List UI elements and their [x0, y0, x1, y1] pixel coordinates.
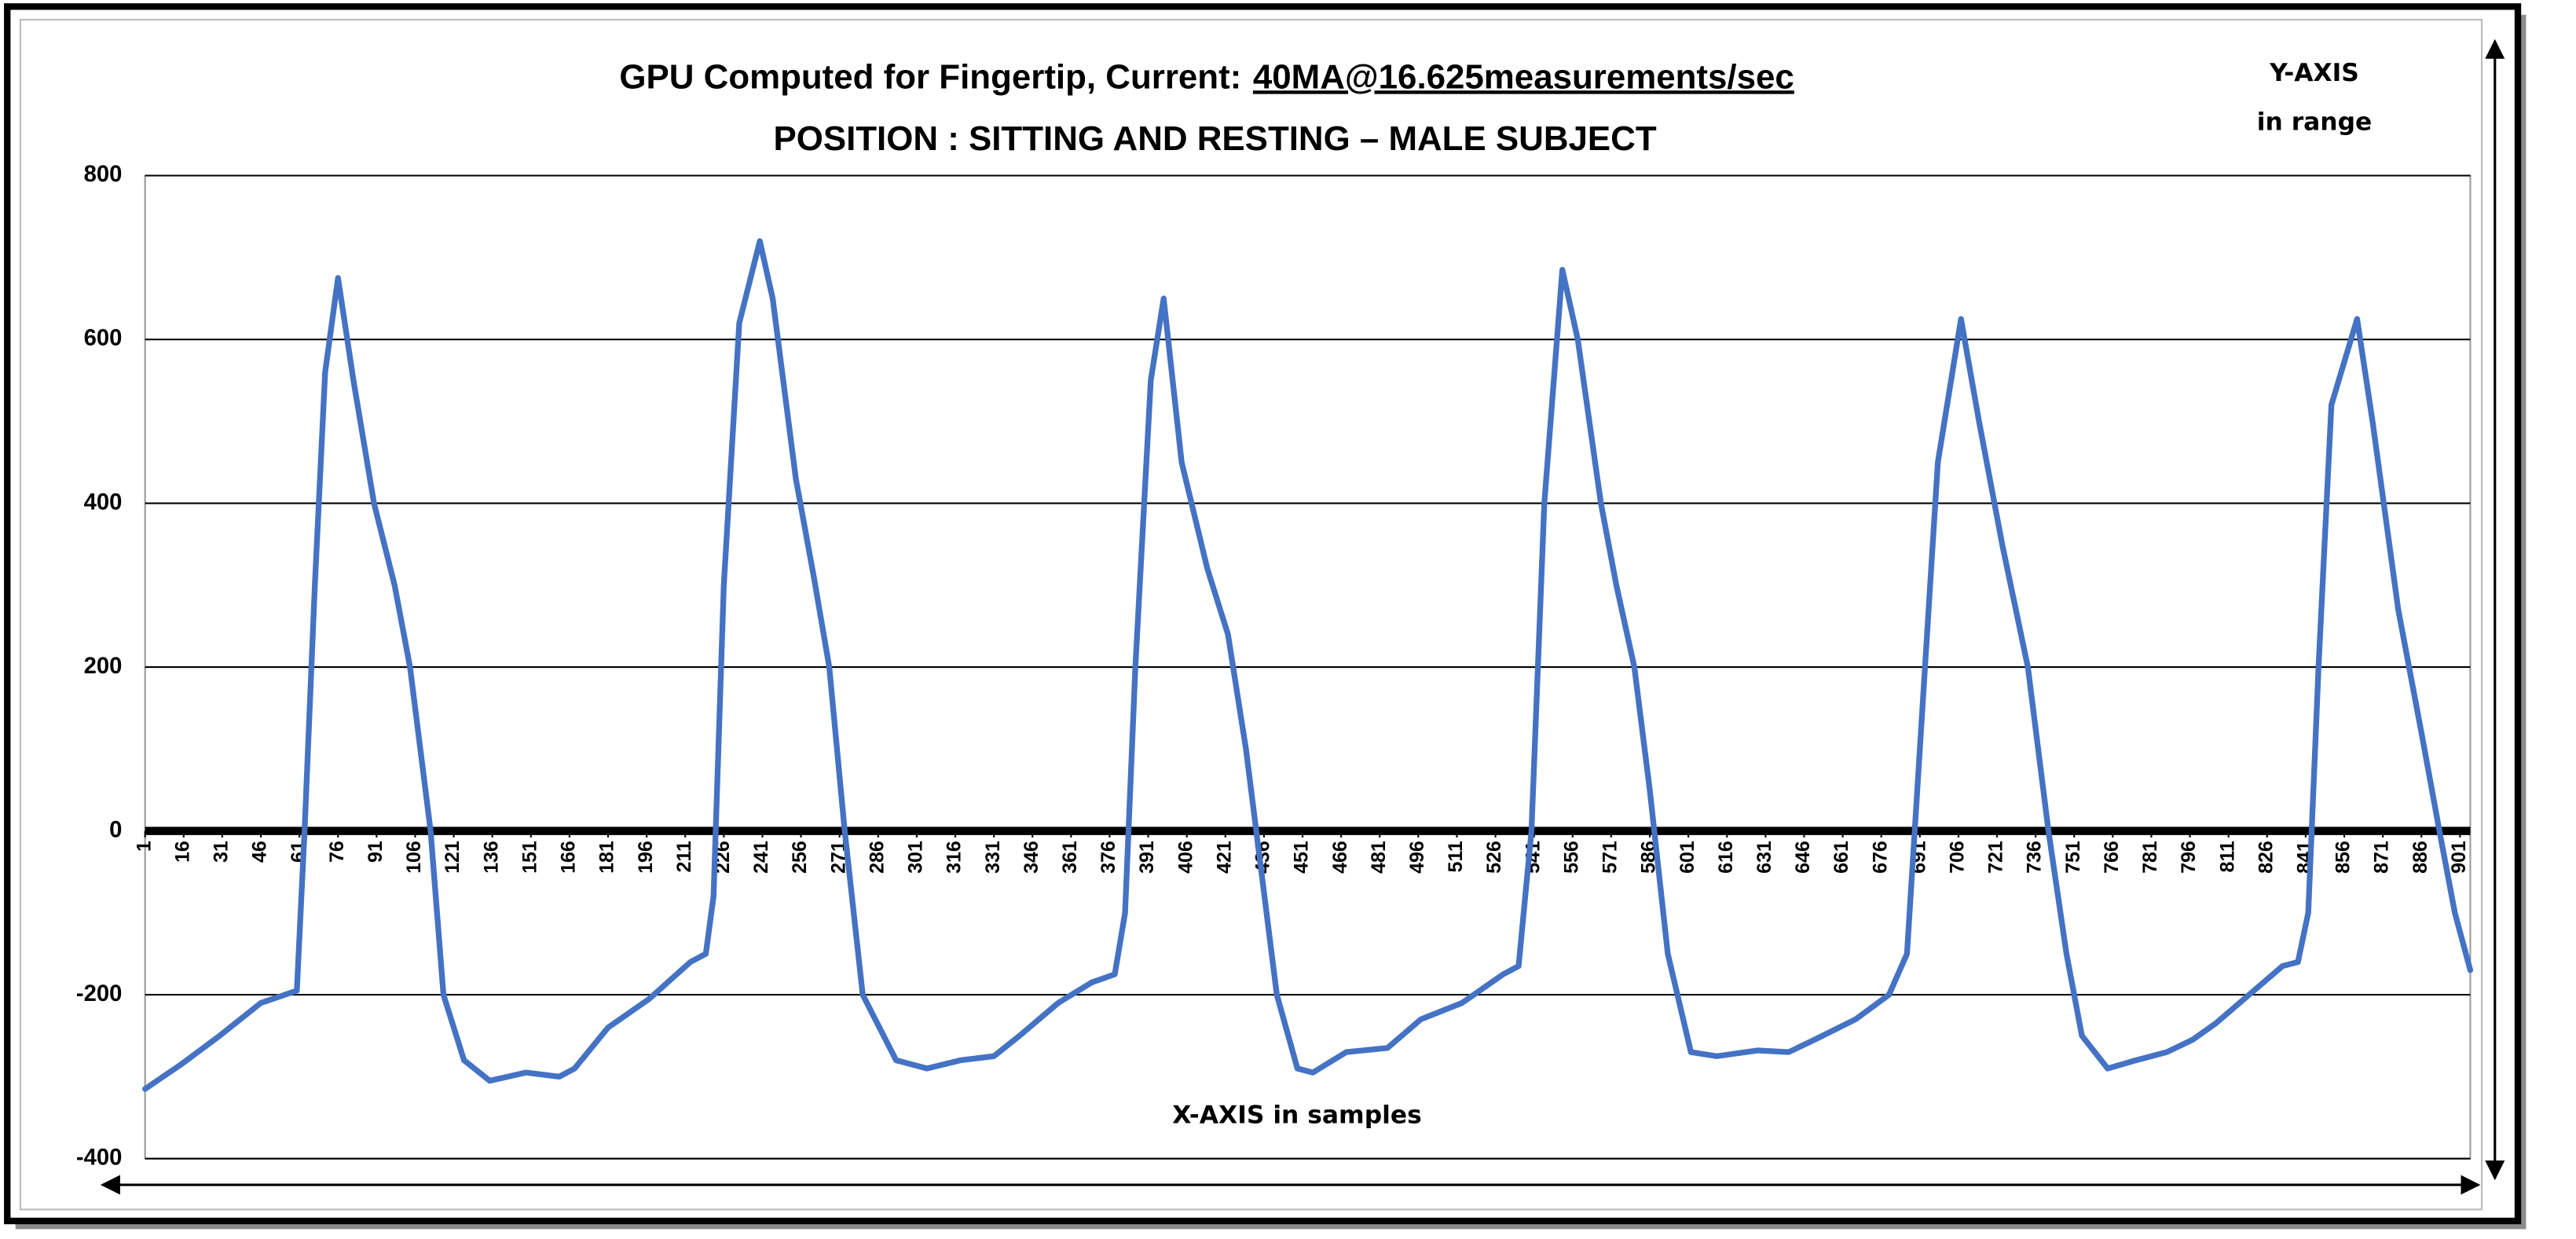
x-tick-label: 106: [403, 841, 425, 874]
x-tick-label: 511: [1445, 841, 1467, 872]
x-tick-label: 796: [2178, 841, 2200, 874]
y-axis-note: in range: [2257, 108, 2373, 137]
x-tick-label: 16: [171, 841, 193, 863]
x-tick-label: 331: [982, 841, 1004, 874]
x-axis-label: X-AXIS in samples: [1172, 1101, 1422, 1129]
y-tick-label: 400: [84, 489, 123, 515]
x-tick-label: 856: [2332, 841, 2354, 874]
data-line: [142, 238, 2474, 1092]
x-tick-label: 241: [750, 841, 772, 874]
x-tick-label: 466: [1329, 841, 1351, 874]
x-tick-label: 871: [2371, 841, 2393, 874]
x-tick-label: 556: [1560, 841, 1582, 874]
x-tick-label: 181: [596, 841, 618, 874]
y-tick-label: 0: [109, 817, 122, 842]
x-tick-label: 286: [866, 841, 888, 874]
x-tick-label: 646: [1792, 841, 1814, 874]
title-prefix: GPU Computed for Fingertip, Current:: [619, 57, 1241, 96]
x-tick-label: 661: [1830, 841, 1852, 874]
x-tick-label: 151: [518, 841, 540, 874]
y-tick-label: -200: [76, 981, 123, 1006]
x-tick-label: 496: [1406, 841, 1428, 874]
x-tick-label: 421: [1213, 841, 1235, 874]
x-tick-label: 571: [1599, 841, 1621, 874]
x-tick-label: 451: [1291, 841, 1313, 874]
x-tick-label: 601: [1676, 841, 1698, 874]
y-tick-label: 200: [84, 654, 123, 679]
x-tick-label: 781: [2139, 841, 2161, 874]
x-tick-label: 376: [1097, 841, 1119, 874]
title-underlined: 40MA@16.625measurements/sec: [1253, 57, 1794, 96]
x-tick-label: 301: [905, 841, 927, 874]
x-tick-label: 766: [2101, 841, 2123, 874]
chart-subtitle: POSITION : SITTING AND RESTING – MALE SU…: [773, 119, 1656, 158]
x-tick-label: 676: [1869, 841, 1891, 874]
x-tick-label: 751: [2062, 841, 2084, 874]
x-tick-label: 706: [1947, 841, 1969, 874]
y-tick-label: -400: [76, 1145, 123, 1170]
x-tick-label: 1: [133, 841, 155, 852]
x-tick-label: 406: [1174, 841, 1196, 874]
x-tick-label: 721: [1985, 841, 2007, 874]
x-tick-label: 361: [1059, 841, 1081, 874]
x-tick-label: 616: [1715, 841, 1737, 874]
x-tick-label: 526: [1483, 841, 1505, 874]
x-tick-label: 631: [1753, 841, 1775, 874]
x-tick-label: 811: [2216, 841, 2238, 872]
x-tick-label: 46: [249, 841, 271, 863]
x-tick-label: 391: [1136, 841, 1158, 874]
x-tick-label: 166: [558, 841, 580, 874]
chart-title: GPU Computed for Fingertip, Current: 40MA…: [619, 57, 1794, 96]
x-tick-label: 121: [442, 841, 464, 874]
x-tick-label: 901: [2448, 841, 2470, 874]
x-tick-label: 826: [2255, 841, 2277, 874]
x-tick-label: 736: [2024, 841, 2046, 874]
y-axis-note: Y-AXIS: [2269, 59, 2359, 87]
y-tick-label: 600: [84, 326, 123, 351]
x-tick-label: 196: [635, 841, 657, 874]
x-tick-label: 346: [1021, 841, 1042, 874]
x-tick-label: 256: [789, 841, 811, 874]
x-tick-label: 886: [2409, 841, 2431, 874]
x-tick-label: 211: [673, 841, 695, 872]
x-tick-label: 76: [326, 841, 348, 863]
x-tick-label: 481: [1368, 841, 1390, 874]
x-tick-label: 91: [365, 841, 387, 863]
y-tick-label: 800: [84, 162, 123, 187]
x-tick-label: 31: [211, 841, 233, 863]
x-tick-label: 316: [944, 841, 966, 874]
x-tick-label: 136: [480, 841, 502, 874]
